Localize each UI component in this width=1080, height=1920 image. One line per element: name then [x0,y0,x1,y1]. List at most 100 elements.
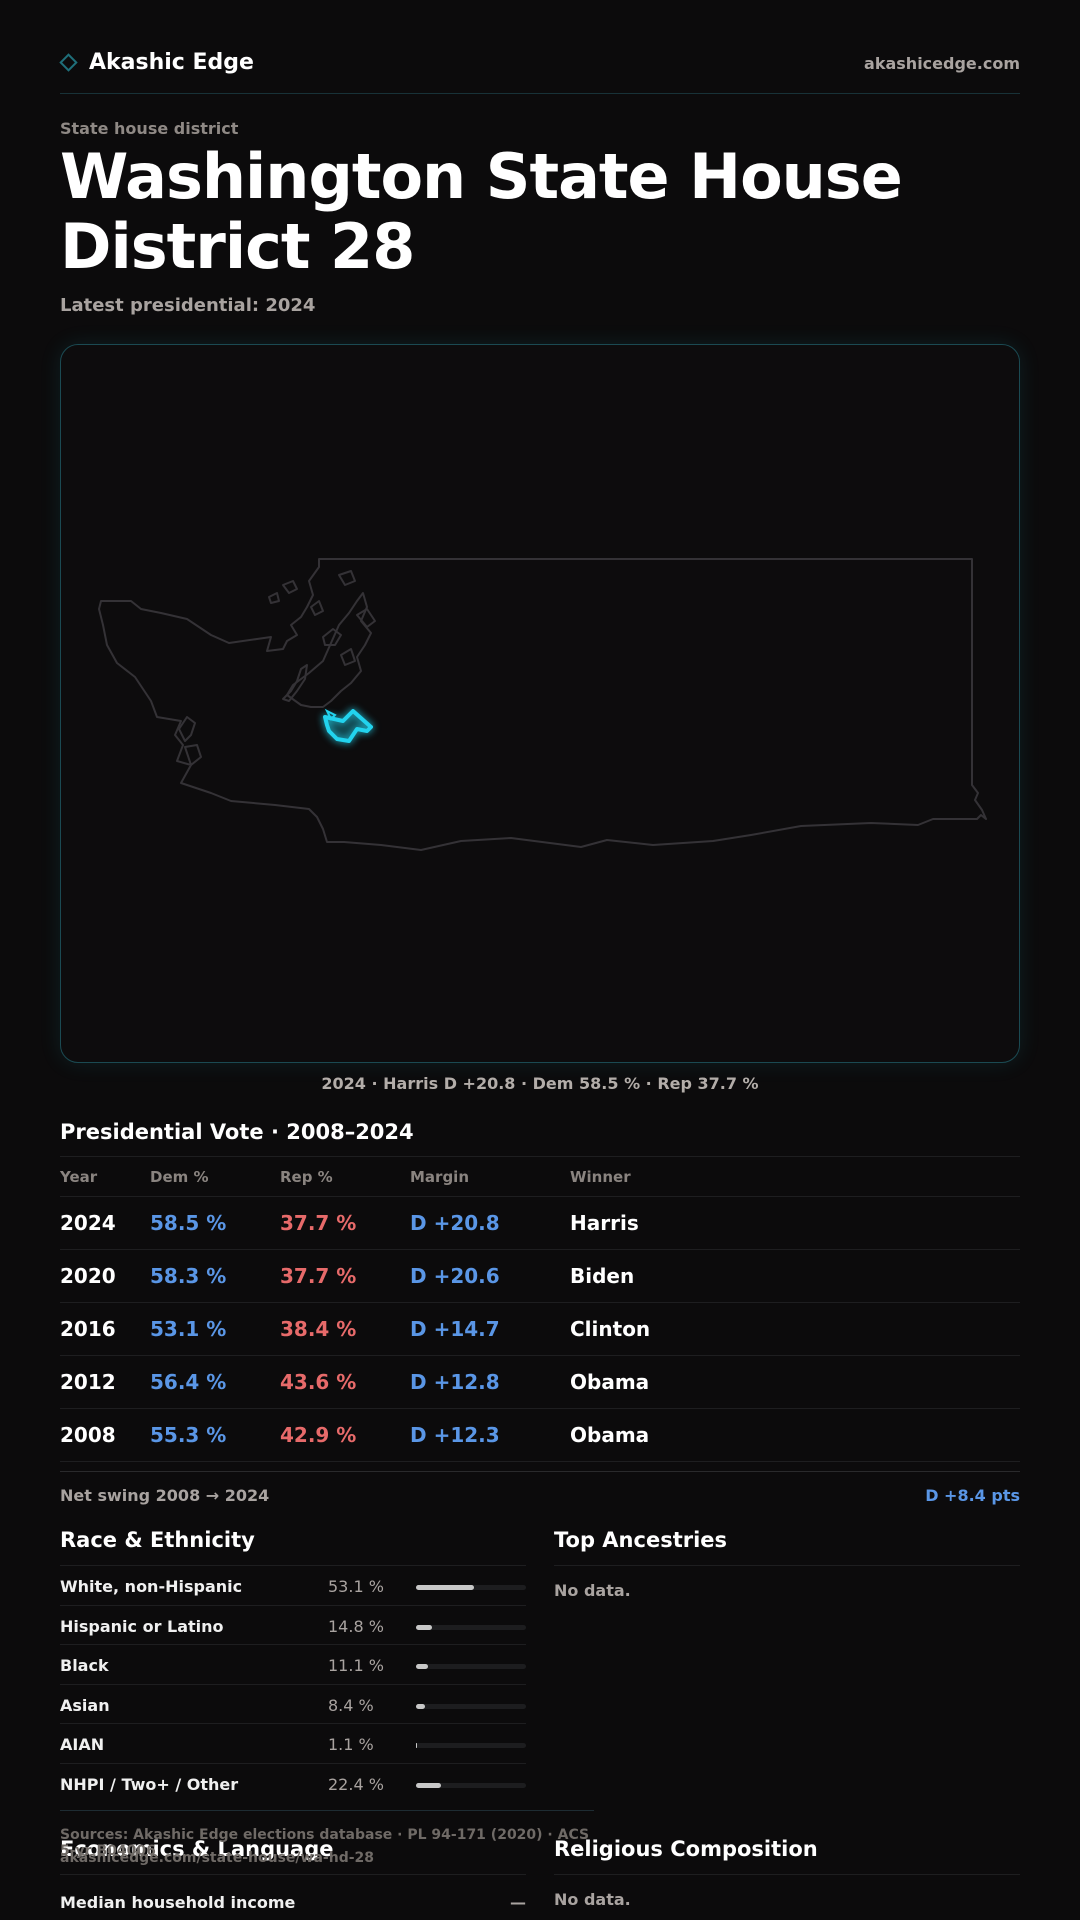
col-winner: Winner [570,1167,631,1186]
econ-value: — [510,1893,526,1912]
swing-value: D +8.4 pts [925,1486,1020,1505]
site-link[interactable]: akashicedge.com [864,54,1020,73]
row-dem: 58.5 % [150,1211,227,1235]
row-year: 2016 [60,1317,116,1341]
race-bar-track [416,1585,526,1590]
economics-title: Economics & Language [60,1837,526,1875]
race-row: AIAN 1.1 % [60,1724,526,1764]
race-label: NHPI / Two+ / Other [60,1774,239,1794]
race-bar-fill [416,1664,429,1669]
col-rep: Rep % [280,1167,333,1186]
race-percent: 1.1 % [328,1735,374,1754]
island [268,592,280,604]
religion-title: Religious Composition [554,1837,1020,1875]
race-row: NHPI / Two+ / Other 22.4 % [60,1764,526,1804]
row-margin: D +12.3 [410,1423,500,1447]
col-year: Year [60,1167,98,1186]
row-year: 2020 [60,1264,116,1288]
brand-name[interactable]: Akashic Edge [89,50,254,75]
race-bar-fill [416,1782,441,1788]
island [322,628,342,646]
ancestries-empty: No data. [554,1581,631,1600]
religion-empty: No data. [554,1890,631,1909]
puget-sound [286,592,372,708]
race-bar-track [416,1624,526,1630]
list-item: Median household income — [60,1875,526,1919]
row-year: 2008 [60,1423,116,1447]
district-map[interactable] [60,344,1020,1063]
net-swing: Net swing 2008 → 2024 D +8.4 pts [60,1471,1020,1515]
island [310,600,324,616]
sources-note: Sources: Akashic Edge elections database… [60,1810,594,1859]
row-winner: Biden [570,1264,635,1288]
row-rep: 37.7 % [280,1264,357,1288]
race-row: Asian 8.4 % [60,1685,526,1724]
race-label: White, non-Hispanic [60,1577,243,1596]
table-row: 2016 53.1 % 38.4 % D +14.7 Clinton [60,1303,1020,1356]
table-row: 2008 55.3 % 42.9 % D +12.3 Obama [60,1409,1020,1462]
row-rep: 43.6 % [280,1370,357,1394]
row-year: 2012 [60,1370,116,1394]
race-label: Black [60,1656,109,1675]
diamond-icon [59,53,78,72]
swing-label: Net swing 2008 → 2024 [60,1486,270,1505]
race-title: Race & Ethnicity [60,1528,526,1566]
island [338,570,356,586]
presidential-table: Year Dem % Rep % Margin Winner 2024 58.5… [60,1156,1020,1462]
footer-url[interactable]: akashicedge.com/state-house/wa-hd-28 [60,1850,375,1866]
row-winner: Harris [570,1211,639,1235]
table-header: Year Dem % Rep % Margin Winner [60,1157,1020,1197]
race-bar-track [416,1703,526,1709]
race-bar-fill [416,1743,418,1748]
row-dem: 55.3 % [150,1423,227,1447]
ancestries-section: Top Ancestries No data. [554,1528,1020,1600]
presidential-title: Presidential Vote · 2008–2024 [60,1120,414,1144]
page-title: Washington State House District 28 [60,140,903,283]
row-winner: Clinton [570,1317,651,1341]
hood-canal [282,664,308,702]
willapa-bay [184,744,202,766]
row-margin: D +12.8 [410,1370,500,1394]
row-winner: Obama [570,1370,650,1394]
washington-map [98,558,987,851]
race-percent: 22.4 % [328,1774,384,1794]
state-outline [98,558,987,851]
econ-label: Median household income [60,1893,296,1912]
table-row: 2020 58.3 % 37.7 % D +20.6 Biden [60,1250,1020,1303]
row-dem: 58.3 % [150,1264,227,1288]
brand[interactable]: Akashic Edge [59,50,254,75]
race-label: Asian [60,1695,110,1715]
race-row: White, non-Hispanic 53.1 % [60,1566,526,1606]
race-bar-track [416,1782,526,1788]
race-bar-fill [416,1703,426,1709]
row-rep: 38.4 % [280,1317,357,1341]
row-winner: Obama [570,1423,650,1447]
race-percent: 11.1 % [328,1656,384,1675]
top-bar: Akashic Edge akashicedge.com [59,44,1020,94]
row-margin: D +14.7 [410,1317,500,1341]
row-dem: 53.1 % [150,1317,227,1341]
grays-harbor [178,716,196,742]
col-margin: Margin [410,1167,470,1186]
map-caption: 2024 · Harris D +20.8 · Dem 58.5 % · Rep… [321,1074,759,1093]
district-28-shape [323,708,373,743]
row-margin: D +20.8 [410,1211,500,1235]
race-bar-track [416,1664,526,1669]
race-label: AIAN [60,1735,105,1754]
page-eyebrow: State house district [60,119,239,138]
table-row: 2024 58.5 % 37.7 % D +20.8 Harris [60,1197,1020,1250]
row-margin: D +20.6 [410,1264,500,1288]
island [340,648,356,666]
row-rep: 42.9 % [280,1423,357,1447]
race-row: Hispanic or Latino 14.8 % [60,1606,526,1645]
row-dem: 56.4 % [150,1370,227,1394]
race-label: Hispanic or Latino [60,1616,224,1636]
race-percent: 14.8 % [328,1616,384,1636]
religion-section: Religious Composition No data. [554,1837,1020,1909]
table-row: 2012 56.4 % 43.6 % D +12.8 Obama [60,1356,1020,1409]
row-rep: 37.7 % [280,1211,357,1235]
page-subtitle: Latest presidential: 2024 [60,295,316,316]
race-bar-fill [416,1585,475,1590]
race-bar-track [416,1743,526,1748]
race-list: White, non-Hispanic 53.1 % Hispanic or Lat… [60,1566,526,1803]
